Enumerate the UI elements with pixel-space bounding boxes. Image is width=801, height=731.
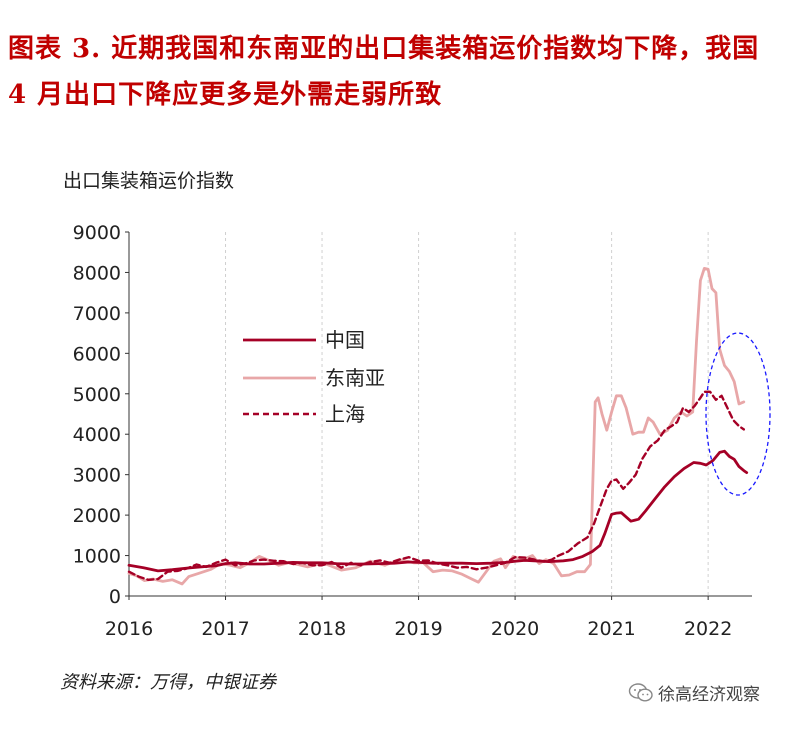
y-tick-label-4000: 4000: [73, 424, 121, 446]
legend-label-1: 东南亚: [325, 366, 385, 390]
x-tick-label-2022: 2022: [684, 618, 732, 640]
legend-label-2: 上海: [325, 402, 365, 426]
x-tick-label-2018: 2018: [298, 618, 346, 640]
y-tick-label-3000: 3000: [73, 465, 121, 487]
y-axis-label: 出口集装箱运价指数: [63, 170, 235, 192]
figure-title: 图表 3. 近期我国和东南亚的出口集装箱运价指数均下降，我国 4 月出口下降应更…: [8, 34, 760, 110]
x-tick-label-2016: 2016: [105, 618, 153, 640]
y-tick-label-7000: 7000: [73, 303, 121, 325]
highlight-ellipse: [705, 332, 771, 496]
y-tick-label-8000: 8000: [73, 262, 121, 284]
series-line-2: [127, 390, 745, 581]
series-line-0: [127, 449, 749, 573]
x-tick-label-2019: 2019: [394, 618, 442, 640]
watermark-text: 徐高经济观察: [658, 685, 760, 705]
y-tick-label-0: 0: [109, 586, 121, 608]
legend-label-0: 中国: [325, 328, 365, 352]
watermark: 徐高经济观察: [628, 680, 760, 705]
wechat-icon: [628, 682, 653, 702]
source-note: 资料来源：万得，中银证券: [60, 672, 276, 693]
series-line-1: [127, 267, 746, 586]
y-tick-label-5000: 5000: [73, 384, 121, 406]
x-tick-label-2021: 2021: [587, 618, 635, 640]
x-tick-label-2020: 2020: [491, 618, 539, 640]
y-tick-label-1000: 1000: [73, 546, 121, 568]
y-tick-label-9000: 9000: [73, 222, 121, 244]
y-tick-label-6000: 6000: [73, 343, 121, 365]
x-tick-label-2017: 2017: [201, 618, 249, 640]
y-tick-label-2000: 2000: [73, 505, 121, 527]
